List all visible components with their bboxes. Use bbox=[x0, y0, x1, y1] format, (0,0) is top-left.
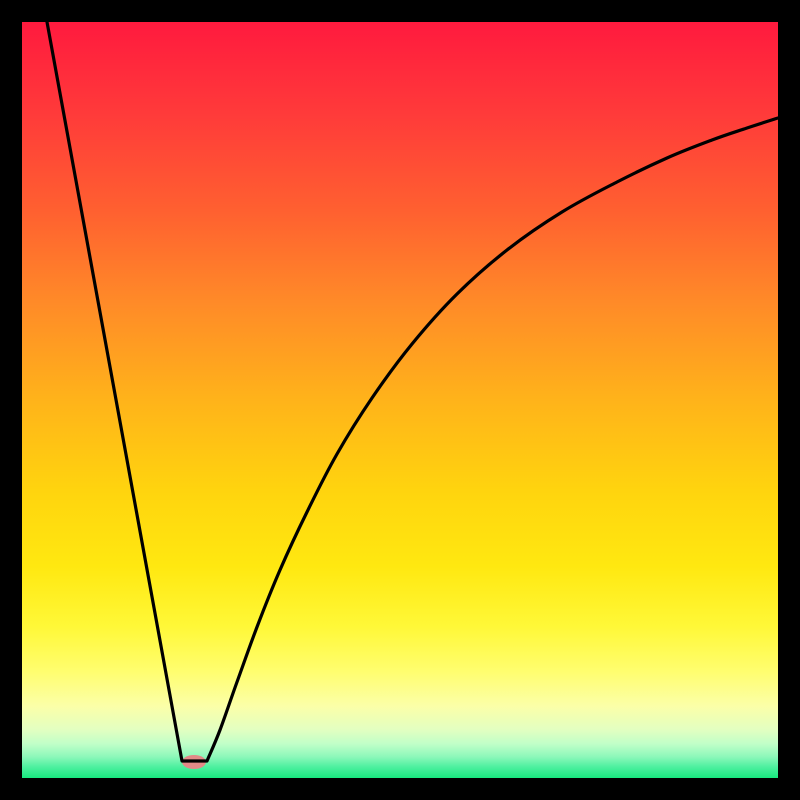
plot-area bbox=[22, 22, 778, 778]
curve-layer bbox=[22, 22, 778, 778]
border-bottom bbox=[0, 778, 800, 800]
border-left bbox=[0, 0, 22, 800]
border-right bbox=[778, 0, 800, 800]
bottleneck-curve bbox=[47, 22, 778, 761]
chart-frame: TheBottleneck.com bbox=[0, 0, 800, 800]
border-top bbox=[0, 0, 800, 22]
